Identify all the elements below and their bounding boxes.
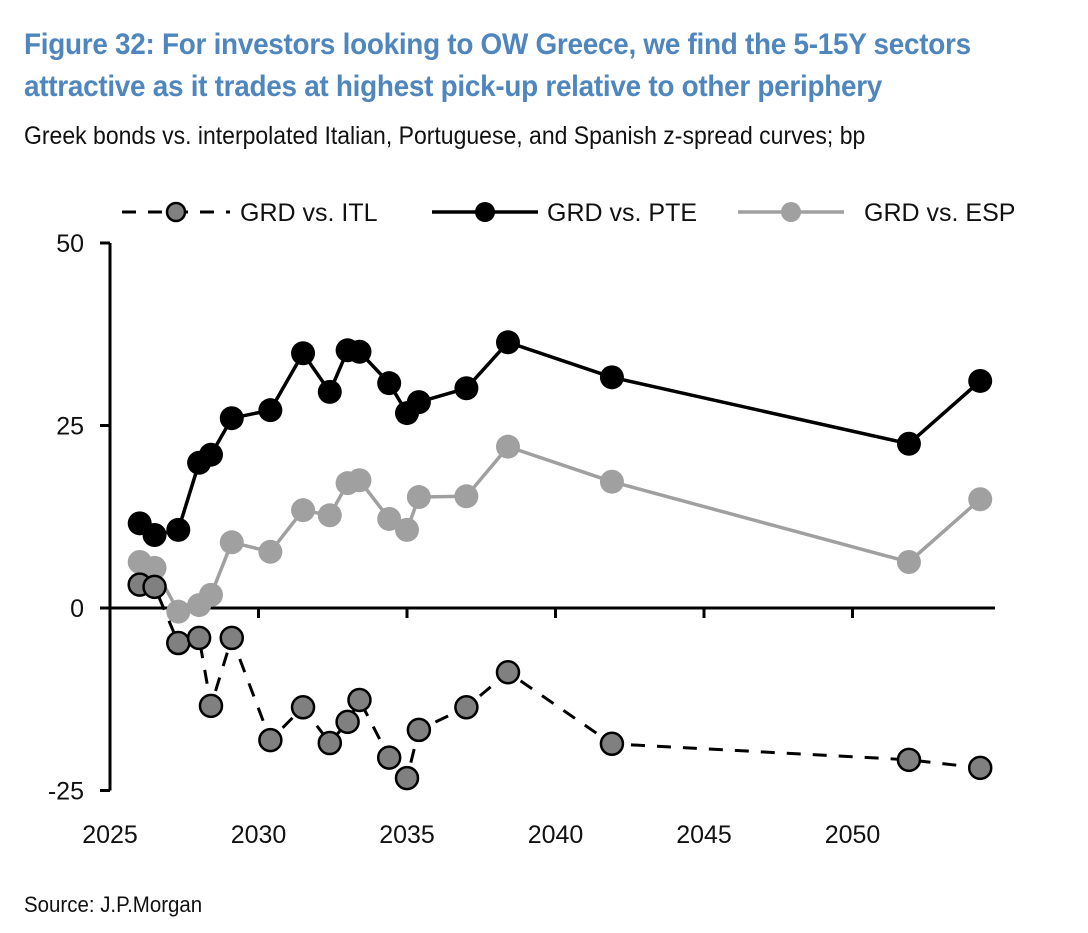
data-point-grd-vs-esp (454, 484, 479, 509)
data-point-grd-vs-esp (395, 517, 419, 542)
data-point-grd-vs-esp (166, 599, 191, 624)
data-point-grd-vs-itl (142, 574, 167, 600)
data-point-grd-vs-itl (290, 695, 316, 720)
data-point-grd-vs-esp (258, 539, 283, 564)
series-layer (127, 330, 993, 791)
data-point-grd-vs-pte (454, 376, 479, 401)
data-point-grd-vs-esp (599, 469, 624, 494)
data-point-grd-vs-pte (198, 442, 223, 467)
figure-subtitle: Greek bonds vs. interpolated Italian, Po… (24, 122, 866, 150)
legend: GRD vs. ITL GRD vs. PTE GRD vs. ESP (122, 199, 1015, 227)
data-point-grd-vs-esp (495, 434, 520, 459)
data-point-grd-vs-itl (335, 709, 360, 735)
x-tick-label: 2030 (231, 821, 287, 849)
data-point-grd-vs-itl (495, 659, 521, 685)
data-point-grd-vs-itl (599, 731, 625, 757)
data-point-grd-vs-pte (406, 390, 431, 415)
data-point-grd-vs-itl (258, 727, 283, 753)
data-point-grd-vs-itl (454, 695, 479, 720)
legend-label: GRD vs. ESP (864, 199, 1015, 227)
data-point-grd-vs-pte (258, 398, 283, 423)
legend-swatch-marker (165, 201, 187, 223)
data-point-grd-vs-itl (347, 687, 372, 713)
data-point-grd-vs-pte (219, 406, 244, 431)
data-point-grd-vs-esp (291, 498, 316, 523)
data-point-grd-vs-itl (317, 730, 343, 756)
y-tick-label: 50 (56, 230, 84, 258)
data-point-grd-vs-esp (896, 550, 921, 575)
legend-item-grd-vs-itl: GRD vs. ITL (122, 199, 378, 227)
data-point-grd-vs-esp (347, 468, 372, 493)
data-point-grd-vs-itl (406, 717, 432, 743)
series-grd-vs-esp (127, 434, 993, 624)
legend-swatch-marker (475, 202, 495, 222)
x-tick-label: 2050 (825, 821, 881, 849)
data-point-grd-vs-pte (142, 523, 167, 547)
data-point-grd-vs-itl (198, 693, 224, 719)
legend-label: GRD vs. PTE (547, 199, 697, 227)
data-point-grd-vs-pte (166, 517, 191, 542)
data-point-grd-vs-pte (599, 365, 624, 390)
data-point-grd-vs-itl (896, 747, 922, 773)
data-point-grd-vs-pte (968, 368, 993, 393)
x-tick-label: 2035 (379, 821, 435, 849)
data-point-grd-vs-esp (219, 530, 244, 555)
data-point-grd-vs-itl (394, 765, 420, 791)
series-line-grd-vs-esp (139, 444, 982, 614)
data-point-grd-vs-esp (406, 485, 431, 510)
data-point-grd-vs-pte (896, 431, 921, 456)
data-point-grd-vs-itl (967, 755, 993, 781)
data-point-grd-vs-pte (291, 341, 316, 366)
data-point-grd-vs-pte (495, 330, 520, 355)
data-point-grd-vs-pte (377, 371, 402, 396)
data-point-grd-vs-itl (219, 625, 245, 651)
source-note: Source: J.P.Morgan (24, 892, 203, 917)
series-line-grd-vs-pte (138, 340, 982, 537)
data-point-grd-vs-esp (317, 503, 342, 528)
data-point-grd-vs-esp (968, 487, 993, 512)
y-tick-label: 25 (56, 413, 84, 441)
legend-label: GRD vs. ITL (240, 199, 378, 227)
x-tick-label: 2045 (676, 821, 732, 849)
legend-item-grd-vs-esp: GRD vs. ESP (738, 199, 1015, 227)
series-grd-vs-itl (127, 572, 993, 791)
axes: -25 0 25 50 2025 2030 2035 2040 2045 2050 (48, 230, 995, 849)
data-point-grd-vs-pte (317, 379, 342, 404)
data-point-grd-vs-pte (347, 339, 372, 364)
data-point-grd-vs-esp (377, 506, 402, 531)
x-tick-label: 2025 (82, 821, 138, 849)
data-point-grd-vs-esp (142, 555, 167, 580)
figure-title: Figure 32: For investors looking to OW G… (24, 28, 971, 103)
data-point-grd-vs-itl (166, 630, 191, 656)
x-tick-label: 2040 (528, 821, 584, 849)
data-point-grd-vs-itl (376, 745, 402, 770)
y-tick-label: 0 (70, 595, 84, 623)
legend-swatch-marker (781, 202, 801, 222)
legend-item-grd-vs-pte: GRD vs. PTE (432, 199, 697, 227)
series-grd-vs-pte (127, 330, 993, 547)
data-point-grd-vs-itl (186, 625, 212, 651)
y-tick-label: -25 (48, 778, 84, 806)
data-point-grd-vs-esp (198, 582, 223, 607)
